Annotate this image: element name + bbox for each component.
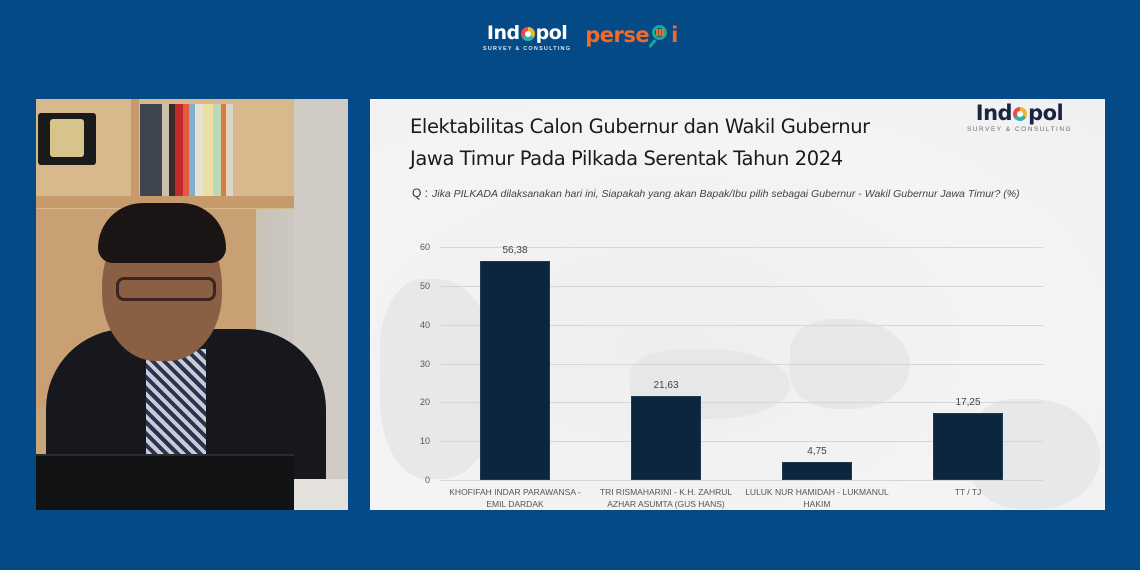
slide-title: Elektabilitas Calon Gubernur dan Wakil G… <box>410 111 950 175</box>
book <box>169 104 175 196</box>
slide-title-line-1: Elektabilitas Calon Gubernur dan Wakil G… <box>410 115 870 138</box>
shelf-board <box>36 196 294 208</box>
header-logos: Ind pol SURVEY & CONSULTING perse i <box>483 22 678 62</box>
survey-question: Q : Jika PILKADA dilaksanakan hari ini, S… <box>412 186 1020 200</box>
indopol-o-icon <box>520 27 535 41</box>
bar <box>782 461 852 480</box>
book <box>213 104 221 196</box>
question-text: Jika PILKADA dilaksanakan hari ini, Siap… <box>432 188 1020 200</box>
persepsi-word-right: i <box>671 23 678 47</box>
bar-chart: 0 10 20 30 40 50 60 56,38 KHOFIFAH INDAR PARAWAN… <box>420 242 1043 509</box>
persepsi-logo: perse i <box>585 22 678 48</box>
book <box>189 104 195 196</box>
y-tick-label: 40 <box>419 319 430 330</box>
indopol-logo: Ind pol SURVEY & CONSULTING <box>483 22 571 52</box>
indopol-o-icon <box>1013 107 1028 121</box>
indopol-word-left: Ind <box>486 22 520 44</box>
book <box>140 104 162 196</box>
x-category-label: TT / TJ <box>893 486 1043 498</box>
x-category-label: KHOFIFAH INDAR PARAWANSA - EMIL DARDAK <box>440 486 590 510</box>
category-line: AZHAR ASUMTA (GUS HANS) <box>607 499 725 509</box>
book <box>203 104 213 196</box>
survey-slide: Elektabilitas Calon Gubernur dan Wakil G… <box>370 99 1105 510</box>
book <box>162 104 169 196</box>
bar-value-label: 56,38 <box>502 245 528 257</box>
gridline <box>440 324 1043 326</box>
bar <box>480 261 550 480</box>
gridline <box>440 285 1043 287</box>
indopol-word-left: Ind <box>975 101 1013 125</box>
presenter-glasses <box>116 277 216 301</box>
category-line: KHOFIFAH INDAR PARAWANSA - <box>449 487 581 497</box>
gridline <box>440 247 1043 248</box>
award-plaque <box>38 113 96 165</box>
question-prefix: Q : <box>412 186 429 200</box>
y-tick-label: 50 <box>419 280 430 291</box>
x-category-label: TRI RISMAHARINI - K.H. ZAHRUL AZHAR ASUMT… <box>591 486 741 510</box>
shelf-divider <box>131 99 139 209</box>
book <box>183 104 189 196</box>
gridline <box>440 402 1043 404</box>
bar-value-label: 17,25 <box>955 397 981 408</box>
category-line: LULUK NUR HAMIDAH - LUKMANUL <box>745 487 889 497</box>
category-line: HAKIM <box>803 499 831 509</box>
category-line: EMIL DARDAK <box>486 499 544 509</box>
gridline <box>440 363 1043 365</box>
bar <box>933 413 1003 480</box>
book <box>195 104 203 196</box>
x-category-label: LULUK NUR HAMIDAH - LUKMANUL HAKIM <box>742 486 892 510</box>
slide-indopol-logo: Ind pol SURVEY & CONSULTING <box>967 102 1072 133</box>
y-tick-label: 60 <box>419 242 430 252</box>
bar <box>631 396 701 480</box>
y-tick-label: 10 <box>419 436 430 447</box>
book <box>175 104 183 196</box>
magnifier-chart-icon <box>648 22 670 48</box>
book <box>226 104 233 196</box>
gridline <box>440 441 1043 443</box>
desk <box>286 479 348 510</box>
category-line: TT / TJ <box>954 487 982 497</box>
bar-value-label: 4,75 <box>807 445 827 457</box>
y-tick-label: 0 <box>424 475 430 485</box>
presenter-hair <box>98 203 226 263</box>
indopol-tagline: SURVEY & CONSULTING <box>483 46 572 52</box>
presenter-shirt <box>146 349 206 459</box>
books <box>140 104 233 196</box>
book <box>221 104 226 196</box>
presenter-video <box>36 99 348 510</box>
indopol-word-right: pol <box>1028 101 1064 125</box>
laptop <box>36 454 294 510</box>
category-line: TRI RISMAHARINI - K.H. ZAHRUL <box>599 487 733 497</box>
bar-value-label: 21,63 <box>653 380 679 391</box>
persepsi-word-left: perse <box>585 23 650 47</box>
gridline <box>440 480 1043 481</box>
y-tick-label: 20 <box>419 397 430 408</box>
indopol-word-right: pol <box>535 22 568 44</box>
y-tick-label: 30 <box>419 358 430 369</box>
slide-title-line-2: Jawa Timur Pada Pilkada Serentak Tahun 2… <box>410 147 843 170</box>
indopol-tagline: SURVEY & CONSULTING <box>967 126 1073 133</box>
